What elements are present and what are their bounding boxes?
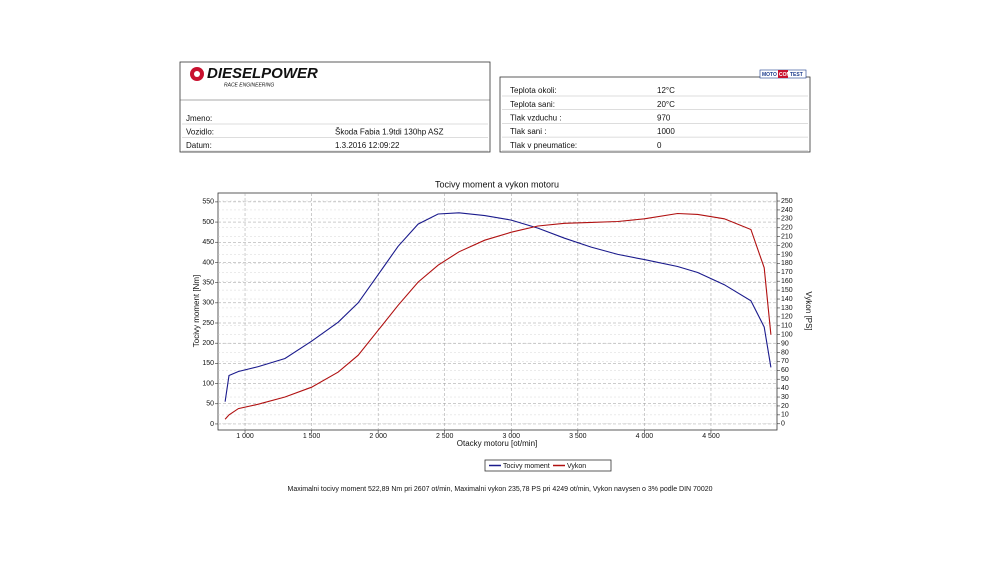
condition-label: Tlak v pneumatice: bbox=[510, 141, 577, 150]
vehicle-box bbox=[179, 61, 491, 153]
x-tick-label: 1 000 bbox=[236, 433, 254, 440]
condition-value: 0 bbox=[657, 141, 662, 150]
y2-tick-label: 70 bbox=[781, 358, 789, 365]
y2-tick-label: 60 bbox=[781, 367, 789, 374]
y2-tick-label: 250 bbox=[781, 198, 793, 205]
condition-value: 12°C bbox=[657, 86, 675, 95]
y-tick-label: 300 bbox=[202, 300, 214, 307]
y-tick-label: 400 bbox=[202, 259, 214, 266]
y2-tick-label: 160 bbox=[781, 278, 793, 285]
legend bbox=[484, 459, 612, 472]
y-tick-label: 250 bbox=[202, 320, 214, 327]
y2-tick-label: 220 bbox=[781, 225, 793, 232]
condition-label: Teplota okoli: bbox=[510, 86, 557, 95]
badge bbox=[778, 70, 788, 78]
y2-tick-label: 0 bbox=[781, 421, 785, 428]
y2-tick-label: 90 bbox=[781, 340, 789, 347]
condition-label: Teplota sani: bbox=[510, 100, 555, 109]
info-value: 1.3.2016 12:09:22 bbox=[335, 141, 400, 150]
y-tick-label: 0 bbox=[210, 421, 214, 428]
condition-value: 20°C bbox=[657, 100, 675, 109]
conditions-box bbox=[499, 76, 811, 153]
x-tick-label: 1 500 bbox=[303, 433, 321, 440]
y2-axis-label: Vykon [PS] bbox=[804, 291, 813, 330]
y2-tick-label: 40 bbox=[781, 385, 789, 392]
y2-tick-label: 130 bbox=[781, 305, 793, 312]
series-line bbox=[224, 212, 772, 420]
y-tick-label: 350 bbox=[202, 279, 214, 286]
x-tick-label: 2 500 bbox=[436, 433, 454, 440]
badge-text: COM bbox=[779, 72, 791, 78]
footer: Maximalni tocivy moment 522,89 Nm pri 26… bbox=[287, 486, 712, 493]
condition-value: 970 bbox=[657, 114, 671, 123]
y2-tick-label: 230 bbox=[781, 216, 793, 223]
y2-tick-label: 150 bbox=[781, 287, 793, 294]
condition-label: Tlak sani : bbox=[510, 127, 546, 136]
series-line bbox=[224, 212, 772, 402]
logo-sub: RACE ENGINEERING bbox=[224, 82, 274, 88]
y-tick-label: 150 bbox=[202, 360, 214, 367]
info-label: Vozidlo: bbox=[186, 128, 214, 137]
y2-tick-label: 20 bbox=[781, 403, 789, 410]
y-tick-label: 100 bbox=[202, 380, 214, 387]
y2-tick-label: 50 bbox=[781, 376, 789, 383]
y2-tick-label: 210 bbox=[781, 234, 793, 241]
x-tick-label: 2 000 bbox=[369, 433, 387, 440]
y2-tick-label: 30 bbox=[781, 394, 789, 401]
condition-value: 1000 bbox=[657, 127, 675, 136]
y2-tick-label: 190 bbox=[781, 251, 793, 258]
logo: DIESELPOWER bbox=[207, 65, 318, 82]
y2-tick-label: 240 bbox=[781, 207, 793, 214]
y-tick-label: 200 bbox=[202, 340, 214, 347]
logo-icon bbox=[194, 71, 200, 77]
x-tick-label: 3 000 bbox=[503, 433, 521, 440]
legend-label: Tocivy moment bbox=[503, 463, 550, 470]
y2-tick-label: 200 bbox=[781, 242, 793, 249]
y2-tick-label: 140 bbox=[781, 296, 793, 303]
info-label: Jmeno: bbox=[186, 114, 212, 123]
info-value: Škoda Fabia 1.9tdi 130hp ASZ bbox=[335, 128, 444, 137]
x-tick-label: 4 500 bbox=[702, 433, 720, 440]
badge-text: TEST bbox=[790, 72, 803, 78]
chart-title: Tocivy moment a vykon motoru bbox=[435, 179, 559, 189]
y2-tick-label: 170 bbox=[781, 269, 793, 276]
y-tick-label: 550 bbox=[202, 199, 214, 206]
y2-tick-label: 120 bbox=[781, 314, 793, 321]
y2-tick-label: 110 bbox=[781, 323, 792, 330]
y-axis-label: Tocivy moment [Nm] bbox=[192, 275, 201, 347]
plot-area bbox=[217, 192, 778, 431]
x-tick-label: 3 500 bbox=[569, 433, 587, 440]
condition-label: Tlak vzduchu : bbox=[510, 114, 562, 123]
y-tick-label: 450 bbox=[202, 239, 214, 246]
y2-tick-label: 10 bbox=[781, 412, 789, 419]
info-label: Datum: bbox=[186, 141, 212, 150]
legend-label: Vykon bbox=[567, 463, 586, 470]
y-tick-label: 50 bbox=[206, 401, 214, 408]
y-tick-label: 500 bbox=[202, 219, 214, 226]
y2-tick-label: 80 bbox=[781, 349, 789, 356]
badge-text: MOTO bbox=[762, 72, 777, 78]
y2-tick-label: 180 bbox=[781, 260, 793, 267]
x-tick-label: 4 000 bbox=[636, 433, 654, 440]
x-axis-label: Otacky motoru [ot/min] bbox=[457, 439, 537, 448]
y2-tick-label: 100 bbox=[781, 332, 793, 339]
